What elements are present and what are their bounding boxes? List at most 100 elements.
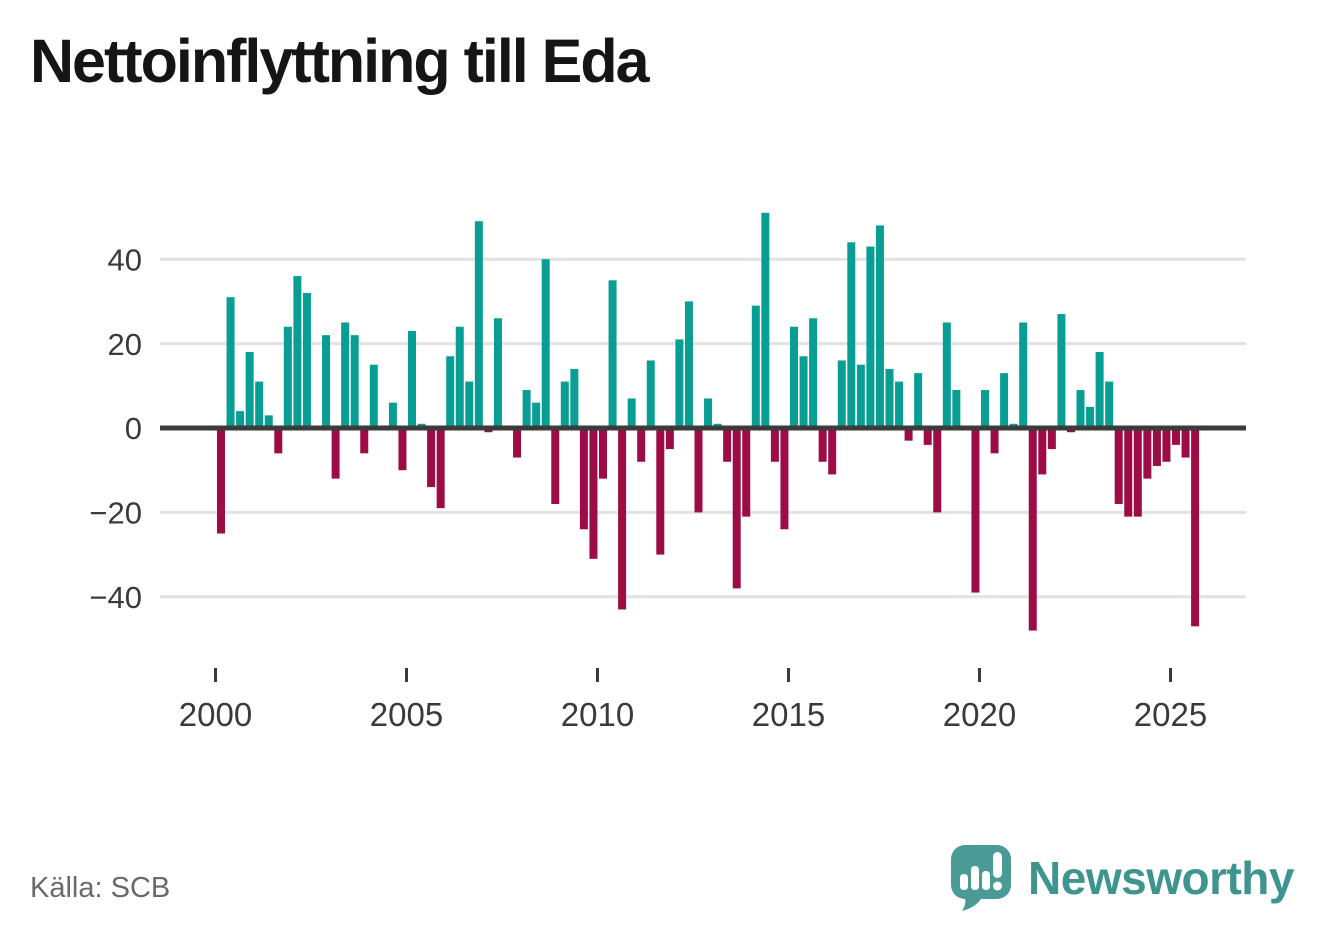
bar-2024q3	[1152, 428, 1161, 466]
bar-2025q3	[1191, 428, 1200, 627]
bar-2025q1	[1172, 428, 1180, 445]
bar-2009q4	[589, 428, 598, 559]
x-tick-label-2005: 2005	[370, 696, 443, 733]
bar-2020q3	[1000, 373, 1009, 428]
y-tick-label-20: 20	[108, 327, 142, 362]
bar-2009q1	[560, 381, 569, 428]
bar-2000q2	[226, 297, 235, 428]
bar-2008q4	[551, 428, 560, 504]
x-tick-label-2025: 2025	[1134, 696, 1207, 733]
bar-2003q2	[341, 322, 350, 428]
bar-2022q4	[1086, 406, 1095, 428]
bar-2017q2	[875, 225, 884, 428]
bar-2015q4	[818, 428, 827, 462]
bar-2001q4	[283, 326, 292, 428]
bar-2004q3	[388, 402, 397, 428]
bar-2017q3	[885, 368, 894, 428]
logo-exclamation-bar	[993, 852, 1003, 878]
bar-2002q2	[302, 292, 311, 428]
bar-2014q1	[751, 305, 760, 428]
bar-2012q4	[704, 398, 713, 428]
bar-2004q4	[398, 428, 407, 471]
bar-2023q2	[1105, 381, 1114, 428]
bar-2001q2	[264, 415, 273, 428]
bar-2001q3	[274, 428, 283, 454]
bar-2000q3	[236, 411, 245, 428]
bar-2020q2	[990, 428, 999, 454]
bar-2012q2	[684, 301, 693, 428]
bar-2016q3	[847, 242, 856, 428]
bar-2015q1	[790, 326, 798, 428]
bar-2019q1	[942, 322, 951, 428]
bar-2024q1	[1133, 428, 1142, 517]
bar-2024q4	[1162, 428, 1171, 462]
bar-2003q1	[331, 428, 340, 479]
bar-2008q1	[522, 390, 531, 428]
bar-2006q3	[465, 381, 474, 428]
bar-2025q2	[1181, 428, 1190, 458]
bar-2012q3	[694, 428, 703, 513]
bar-2021q1	[1019, 322, 1028, 428]
bar-2021q4	[1047, 428, 1056, 450]
bar-2014q3	[770, 428, 779, 462]
bar-2000q1	[217, 428, 225, 534]
bar-2011q3	[656, 428, 665, 555]
bar-2011q2	[646, 360, 655, 428]
bar-2014q4	[780, 428, 789, 530]
y-tick-label--20: −20	[89, 496, 142, 531]
bar-2019q2	[952, 390, 961, 428]
bar-2009q2	[570, 368, 579, 428]
bar-2022q1	[1057, 314, 1066, 428]
bar-2001q1	[255, 381, 264, 428]
bar-2005q3	[427, 428, 436, 488]
bar-2016q4	[856, 364, 865, 428]
logo-bar-medium	[982, 871, 991, 890]
newsworthy-speech-bubble-chart-icon	[951, 845, 1012, 911]
bar-2006q1	[446, 356, 455, 428]
bar-2023q1	[1095, 352, 1104, 428]
bar-2005q4	[436, 428, 445, 509]
newsworthy-logo: Newsworthy	[950, 842, 1294, 914]
bar-2007q2	[493, 318, 502, 428]
bar-2002q1	[293, 276, 302, 428]
x-tick-label-2015: 2015	[752, 696, 825, 733]
bar-2023q4	[1124, 428, 1133, 517]
bar-2015q2	[799, 356, 808, 428]
bar-2023q3	[1114, 428, 1123, 504]
x-tick-label-2020: 2020	[943, 696, 1016, 733]
bar-2018q4	[933, 428, 942, 513]
bar-2022q3	[1076, 390, 1085, 428]
bar-2015q3	[809, 318, 818, 428]
y-tick-label-0: 0	[125, 411, 142, 446]
page-title: Nettoinflyttning till Eda	[30, 27, 650, 95]
bar-2002q4	[322, 335, 331, 428]
bar-2013q2	[723, 428, 732, 462]
bar-2020q1	[981, 390, 989, 428]
y-tick-label--40: −40	[89, 580, 142, 615]
bar-2016q2	[837, 360, 846, 428]
bar-2021q3	[1038, 428, 1047, 475]
bar-2011q4	[665, 428, 674, 450]
bar-2003q4	[360, 428, 369, 454]
bar-2019q4	[971, 428, 980, 593]
bar-2017q4	[895, 381, 904, 428]
logo-bar-tall	[971, 866, 980, 890]
bar-2007q4	[513, 428, 522, 458]
bar-2017q1	[866, 246, 875, 428]
bar-2024q2	[1143, 428, 1152, 479]
bar-2000q4	[245, 352, 254, 428]
bar-2014q2	[761, 212, 770, 428]
bar-2018q3	[923, 428, 932, 445]
logo-bar-small	[960, 874, 969, 890]
bar-2018q2	[914, 373, 923, 428]
bar-2008q2	[532, 402, 541, 428]
bar-2004q1	[369, 364, 378, 428]
bar-2018q1	[904, 428, 913, 441]
logo-exclamation-dot	[993, 881, 1003, 891]
bar-2006q4	[474, 221, 483, 428]
bar-2006q2	[455, 326, 464, 428]
y-tick-label-40: 40	[108, 242, 142, 277]
bar-2008q3	[541, 259, 550, 428]
bar-2003q3	[350, 335, 359, 428]
